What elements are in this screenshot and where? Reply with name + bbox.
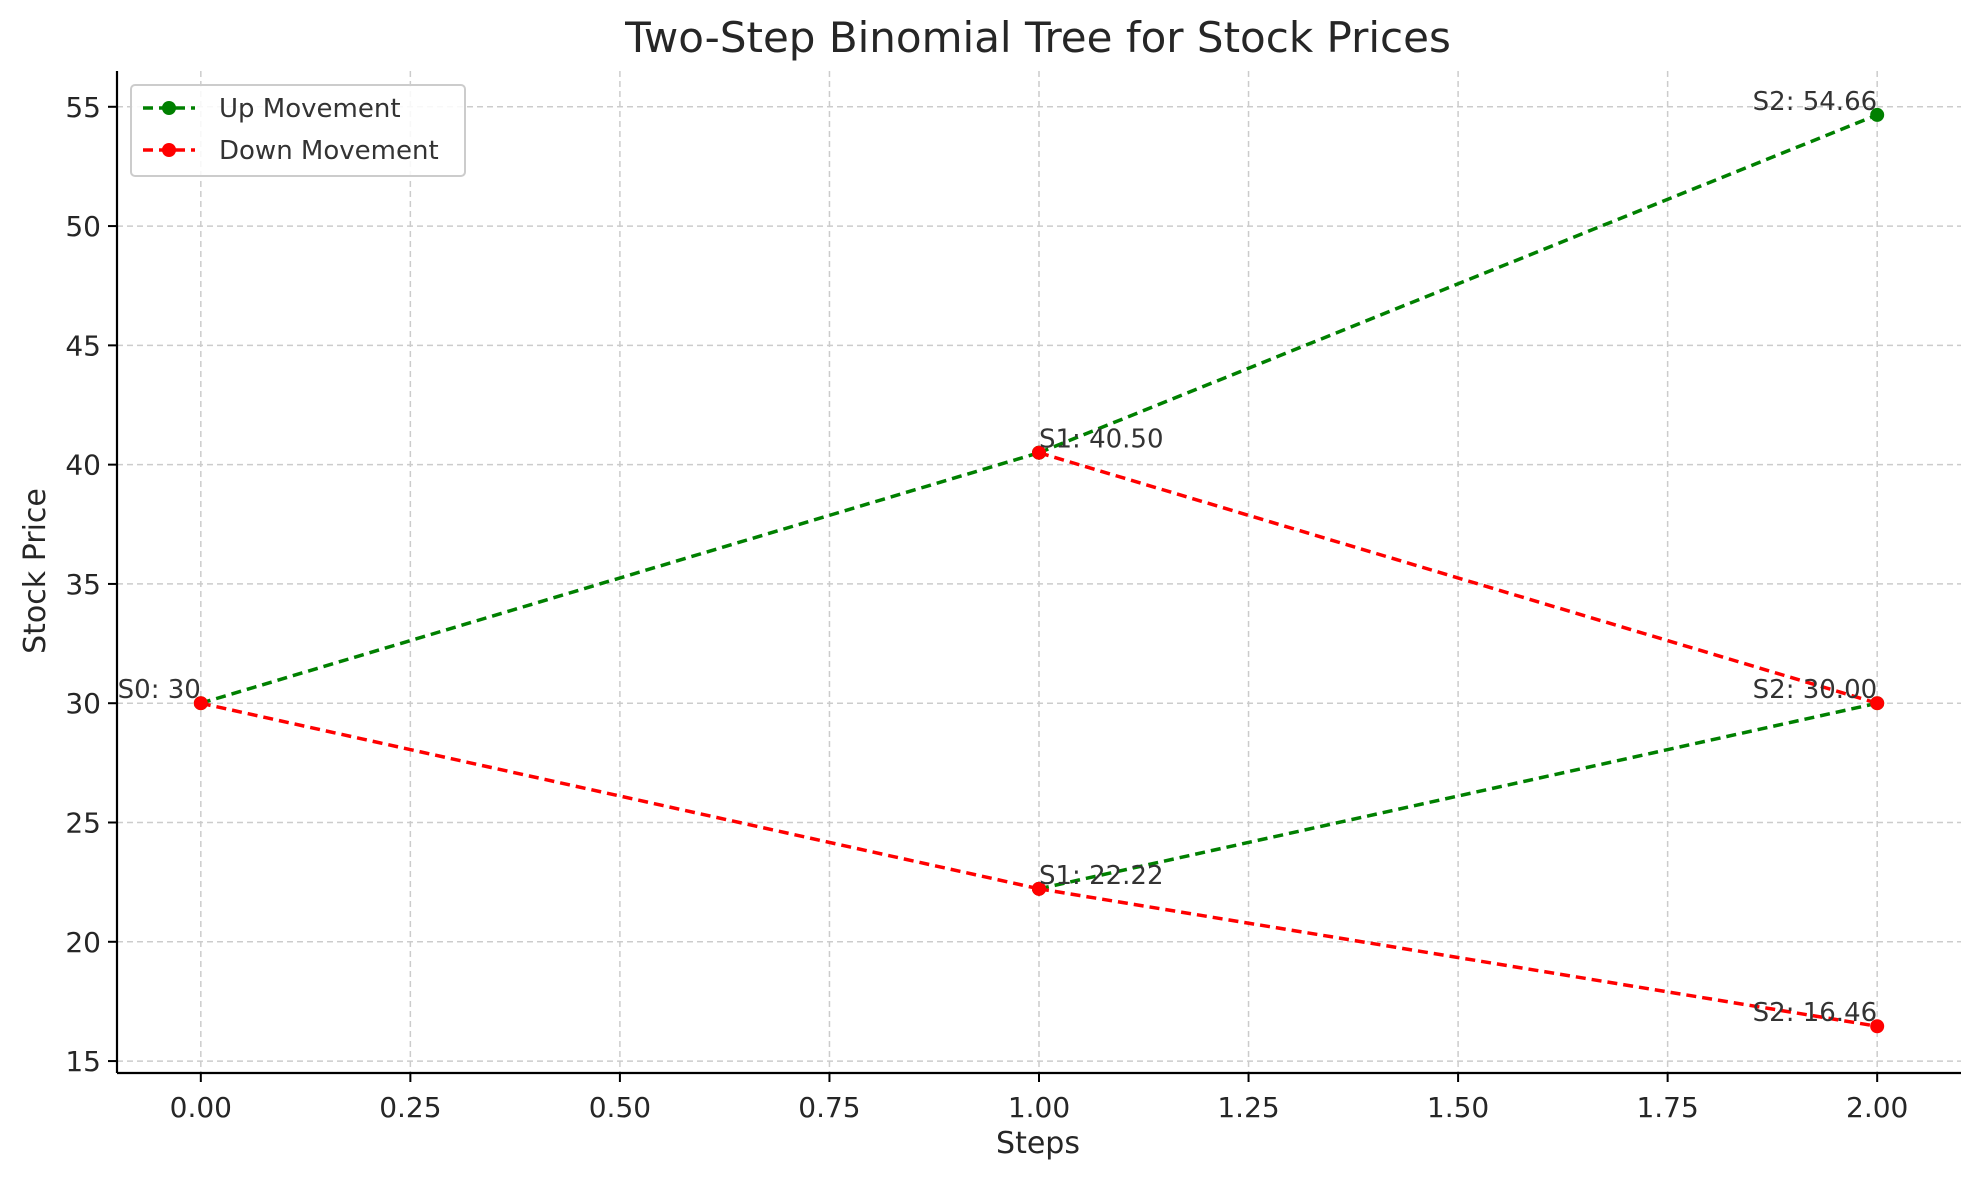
legend-box [130,84,466,177]
y-tick-label: 55 [65,91,101,124]
y-tick-label: 40 [65,449,101,482]
node-labels: S0: 30 S1: 40.50 S1: 22.22 S2: 54.66 S2: 30.… [118,87,1878,1028]
down-node-marker [1032,445,1046,460]
node-price-label: S2: 30.00 [1753,675,1878,705]
x-tick-label: 2.00 [1846,1091,1908,1124]
legend-down-label: Down Movement [219,136,439,166]
node-price-label: S0: 30 [118,675,201,705]
y-tick-label: 35 [65,568,101,601]
legend-down-marker [162,143,176,157]
y-tick-label: 45 [65,329,101,362]
up-node-marker [1870,107,1885,122]
down-movement-line [1038,451,1878,705]
node-price-label: S2: 16.46 [1753,998,1878,1028]
y-axis-label: Stock Price [18,488,53,654]
node-price-label: S2: 54.66 [1753,87,1878,117]
down-node-marker [193,696,208,711]
up-movement-line [1038,113,1878,455]
y-tick-label: 15 [65,1045,101,1078]
x-tick-label: 0.25 [379,1091,441,1124]
legend: Up Movement Down Movement [130,84,466,177]
node-price-label: S1: 40.50 [1039,425,1164,455]
down-node-marker [1032,881,1046,896]
y-tick-label: 50 [65,210,101,243]
down-node-marker [1870,696,1885,711]
x-axis-label: Steps [996,1126,1080,1161]
x-tick-label: 1.75 [1636,1091,1698,1124]
y-tick-label: 30 [65,687,101,720]
y-tick-label: 20 [65,926,101,959]
down-movement-line [1038,887,1878,1028]
x-tick-label: 1.25 [1217,1091,1279,1124]
chart-title: Two-Step Binomial Tree for Stock Prices [624,13,1451,62]
axes: 0.00 0.25 0.50 0.75 1.00 1.25 1.50 1.75 2.00 15 20… [65,71,1961,1124]
down-node-marker [1870,1019,1885,1034]
legend-up-label: Up Movement [219,94,401,124]
plot-series [193,107,1885,1034]
x-tick-label: 0.75 [798,1091,860,1124]
y-tick-label: 25 [65,807,101,840]
x-tick-label: 0.00 [170,1091,232,1124]
up-movement-line [200,451,1040,705]
node-price-label: S1: 22.22 [1039,861,1164,891]
x-tick-label: 1.00 [1008,1091,1070,1124]
legend-up-marker [162,101,176,115]
grid-lines [117,71,1961,1073]
x-tick-label: 1.50 [1427,1091,1489,1124]
x-tick-label: 0.50 [589,1091,651,1124]
